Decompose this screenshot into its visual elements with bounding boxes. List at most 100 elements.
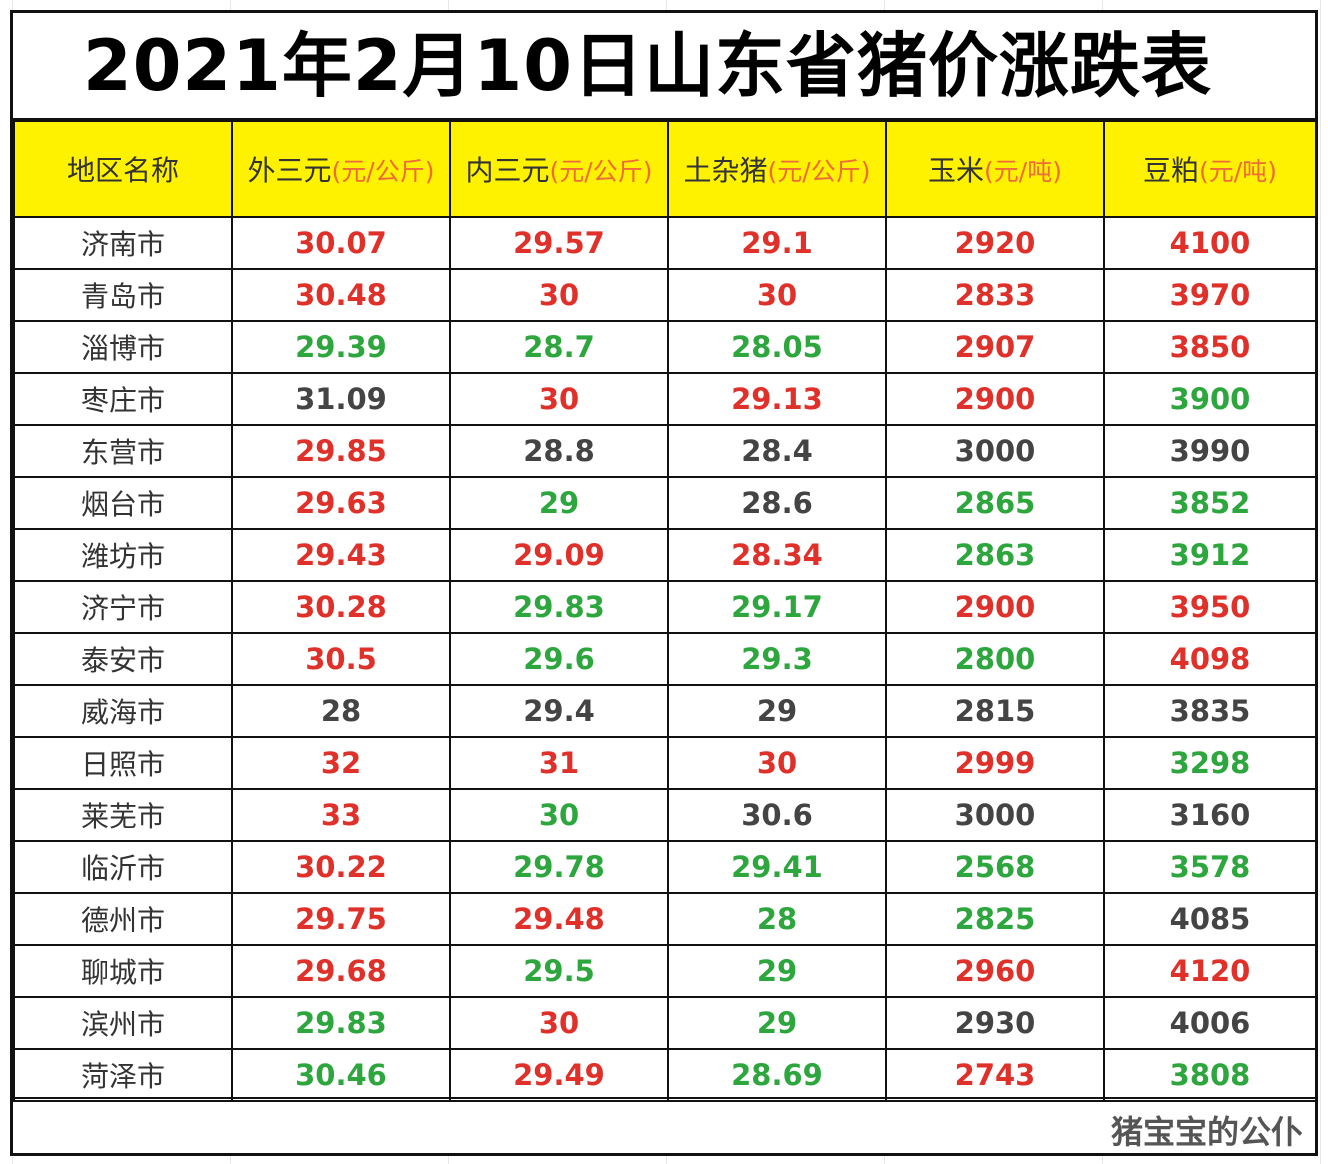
- region-name-cell: 泰安市: [13, 632, 233, 686]
- price-cell: 29.63: [231, 476, 451, 530]
- column-header-label: 外三元: [247, 154, 332, 187]
- price-cell: 2800: [885, 632, 1105, 686]
- column-header-label: 玉米: [928, 154, 985, 187]
- column-header-corn: 玉米(元/吨): [885, 120, 1105, 218]
- price-cell: 33: [231, 788, 451, 842]
- price-cell: 29.41: [667, 840, 887, 894]
- column-header-label: 内三元: [465, 154, 550, 187]
- region-name-cell: 临沂市: [13, 840, 233, 894]
- price-cell: 29.49: [449, 1048, 669, 1102]
- price-cell: 29: [667, 944, 887, 998]
- price-cell: 3970: [1103, 268, 1317, 322]
- table-row: 德州市 29.75 29.48 28 2825 4085: [13, 892, 1317, 946]
- price-cell: 29: [449, 476, 669, 530]
- region-name-cell: 聊城市: [13, 944, 233, 998]
- column-header-label: 豆粕: [1143, 154, 1200, 187]
- price-cell: 3808: [1103, 1048, 1317, 1102]
- table-row: 菏泽市 30.46 29.49 28.69 2743 3808: [13, 1048, 1317, 1102]
- price-cell: 2930: [885, 996, 1105, 1050]
- price-cell: 3990: [1103, 424, 1317, 478]
- price-cell: 30: [449, 268, 669, 322]
- price-cell: 3850: [1103, 320, 1317, 374]
- price-cell: 29.85: [231, 424, 451, 478]
- price-cell: 29.17: [667, 580, 887, 634]
- price-cell: 28.4: [667, 424, 887, 478]
- region-name-cell: 日照市: [13, 736, 233, 790]
- price-cell: 29.83: [449, 580, 669, 634]
- price-table: 地区名称 外三元(元/公斤) 内三元(元/公斤) 土杂猪(元/公斤) 玉米(元/…: [13, 120, 1317, 1102]
- price-cell: 29.3: [667, 632, 887, 686]
- table-row: 烟台市 29.63 29 28.6 2865 3852: [13, 476, 1317, 530]
- column-header-soymeal: 豆粕(元/吨): [1103, 120, 1317, 218]
- price-cell: 31: [449, 736, 669, 790]
- page-title: 2021年2月10日山东省猪价涨跌表: [13, 13, 1315, 120]
- price-cell: 30: [449, 372, 669, 426]
- column-header-unit: (元/公斤): [331, 157, 435, 186]
- price-cell: 28.69: [667, 1048, 887, 1102]
- column-header-unit: (元/吨): [1199, 157, 1277, 186]
- price-cell: 29.09: [449, 528, 669, 582]
- price-cell: 29.1: [667, 216, 887, 270]
- price-cell: 3852: [1103, 476, 1317, 530]
- price-cell: 3578: [1103, 840, 1317, 894]
- column-header-label: 地区名称: [66, 154, 179, 187]
- price-cell: 29: [667, 684, 887, 738]
- column-header-unit: (元/吨): [984, 157, 1062, 186]
- price-cell: 28: [231, 684, 451, 738]
- price-cell: 29.48: [449, 892, 669, 946]
- price-cell: 31.09: [231, 372, 451, 426]
- table-row: 青岛市 30.48 30 30 2833 3970: [13, 268, 1317, 322]
- price-cell: 2815: [885, 684, 1105, 738]
- column-header-label: 土杂猪: [683, 154, 768, 187]
- column-header-unit: (元/公斤): [549, 157, 653, 186]
- price-cell: 29.13: [667, 372, 887, 426]
- region-name-cell: 济南市: [13, 216, 233, 270]
- price-cell: 30.6: [667, 788, 887, 842]
- region-name-cell: 济宁市: [13, 580, 233, 634]
- column-header-unit: (元/公斤): [767, 157, 871, 186]
- price-cell: 30: [449, 788, 669, 842]
- table-row: 济宁市 30.28 29.83 29.17 2900 3950: [13, 580, 1317, 634]
- region-name-cell: 莱芜市: [13, 788, 233, 842]
- price-cell: 30.22: [231, 840, 451, 894]
- price-cell: 28.05: [667, 320, 887, 374]
- price-cell: 28.6: [667, 476, 887, 530]
- price-cell: 3000: [885, 788, 1105, 842]
- table-row: 日照市 32 31 30 2999 3298: [13, 736, 1317, 790]
- price-cell: 30.28: [231, 580, 451, 634]
- price-cell: 3298: [1103, 736, 1317, 790]
- price-cell: 4100: [1103, 216, 1317, 270]
- price-cell: 29.39: [231, 320, 451, 374]
- price-cell: 28.34: [667, 528, 887, 582]
- table-row: 聊城市 29.68 29.5 29 2960 4120: [13, 944, 1317, 998]
- price-cell: 2920: [885, 216, 1105, 270]
- region-name-cell: 滨州市: [13, 996, 233, 1050]
- price-cell: 3160: [1103, 788, 1317, 842]
- header-row: 地区名称 外三元(元/公斤) 内三元(元/公斤) 土杂猪(元/公斤) 玉米(元/…: [13, 120, 1317, 218]
- table-row: 淄博市 29.39 28.7 28.05 2907 3850: [13, 320, 1317, 374]
- price-cell: 30.07: [231, 216, 451, 270]
- price-cell: 2833: [885, 268, 1105, 322]
- region-name-cell: 东营市: [13, 424, 233, 478]
- price-cell: 2568: [885, 840, 1105, 894]
- region-name-cell: 德州市: [13, 892, 233, 946]
- footer-row: 猪宝宝的公仆: [13, 1097, 1315, 1153]
- price-cell: 2999: [885, 736, 1105, 790]
- price-cell: 29.75: [231, 892, 451, 946]
- table-row: 威海市 28 29.4 29 2815 3835: [13, 684, 1317, 738]
- region-name-cell: 淄博市: [13, 320, 233, 374]
- price-cell: 29.57: [449, 216, 669, 270]
- region-name-cell: 菏泽市: [13, 1048, 233, 1102]
- price-cell: 30: [667, 736, 887, 790]
- price-cell: 29: [667, 996, 887, 1050]
- price-cell: 2900: [885, 372, 1105, 426]
- price-cell: 28: [667, 892, 887, 946]
- price-cell: 4098: [1103, 632, 1317, 686]
- region-name-cell: 枣庄市: [13, 372, 233, 426]
- price-cell: 30: [667, 268, 887, 322]
- price-sheet: 2021年2月10日山东省猪价涨跌表 地区名称 外三元(元/公斤) 内三元(元/…: [10, 10, 1318, 1156]
- price-cell: 29.83: [231, 996, 451, 1050]
- table-row: 枣庄市 31.09 30 29.13 2900 3900: [13, 372, 1317, 426]
- price-cell: 30.5: [231, 632, 451, 686]
- region-name-cell: 威海市: [13, 684, 233, 738]
